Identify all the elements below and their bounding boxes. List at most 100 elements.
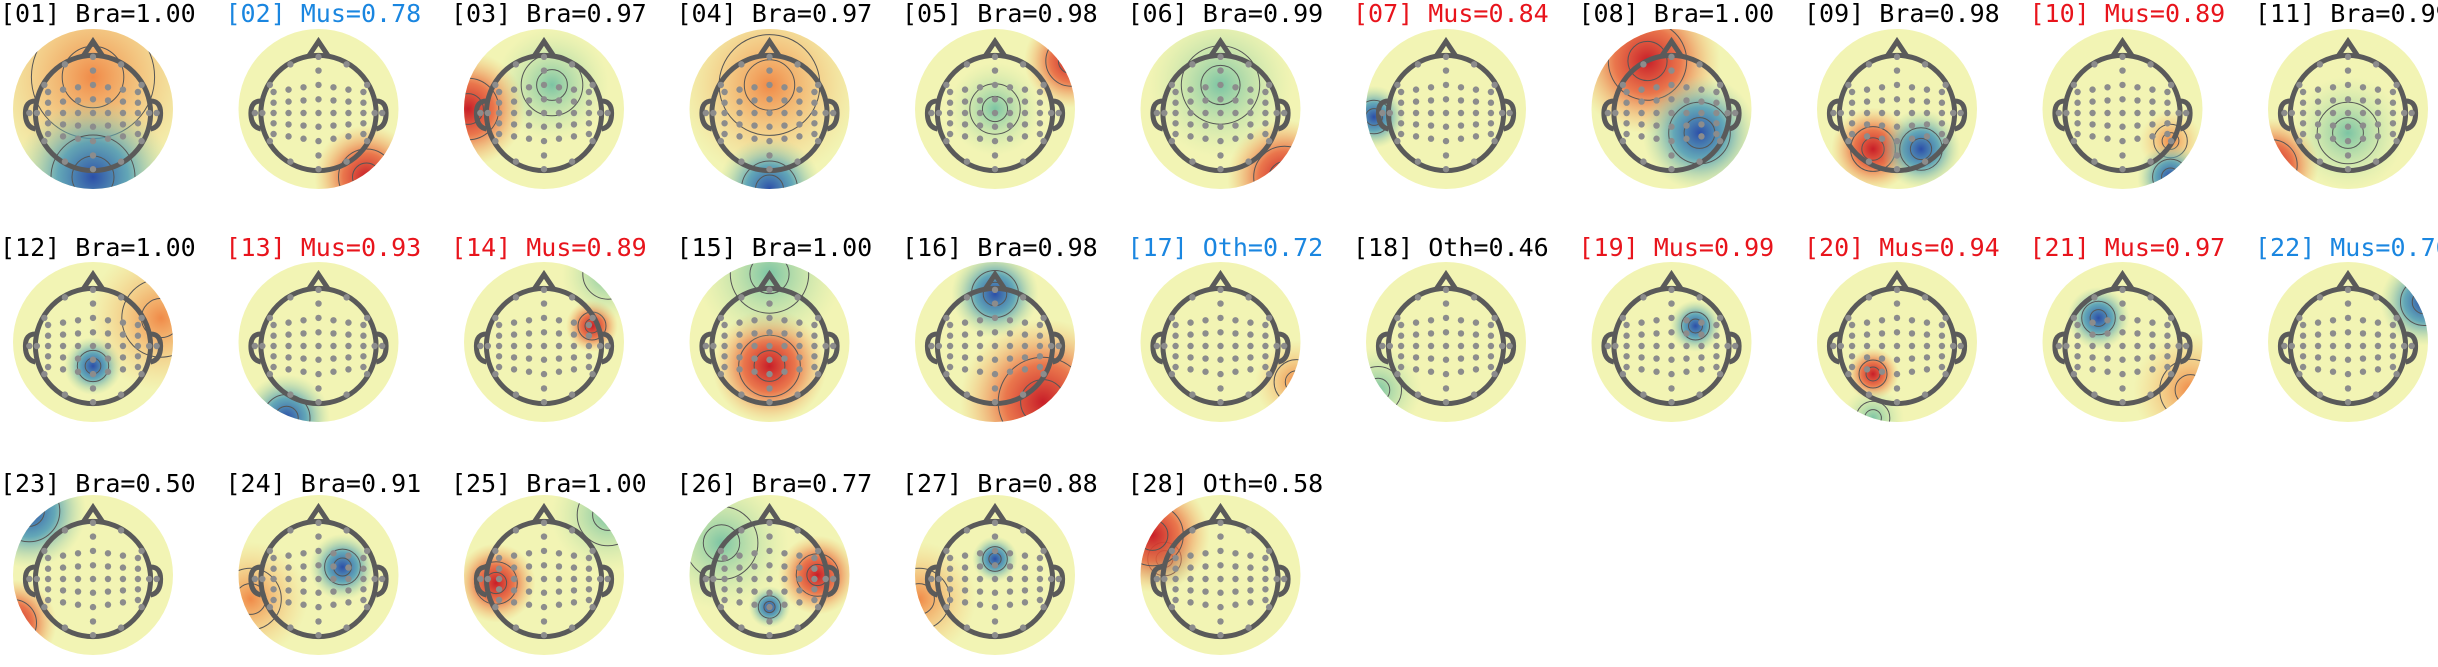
- ear-right: [1051, 564, 1066, 598]
- electrode: [2344, 123, 2352, 130]
- electrode: [570, 331, 578, 338]
- electrode: [1472, 109, 1480, 117]
- nose: [982, 269, 1008, 291]
- electrode: [1172, 332, 1179, 339]
- electrode: [371, 342, 378, 350]
- electrode: [525, 122, 533, 129]
- electrode: [59, 575, 67, 583]
- electrode: [1923, 109, 1931, 117]
- electrode: [2329, 368, 2337, 375]
- electrode: [2074, 353, 2081, 360]
- electrode: [2134, 84, 2141, 91]
- electrode: [1055, 109, 1062, 117]
- electrode: [360, 321, 367, 329]
- electrode: [300, 135, 307, 142]
- electrode: [1442, 370, 1450, 378]
- electrode: [89, 81, 97, 89]
- electrode: [2314, 354, 2322, 361]
- electrode: [1472, 98, 1480, 105]
- electrode: [766, 631, 773, 639]
- nose: [306, 502, 331, 524]
- electrode: [1217, 631, 1224, 639]
- electrode: [2344, 342, 2352, 350]
- electrode: [1036, 88, 1044, 96]
- electrode: [991, 123, 999, 130]
- electrode: [74, 84, 82, 91]
- electrode: [345, 331, 352, 338]
- electrode: [738, 527, 745, 534]
- electrode: [1247, 109, 1254, 117]
- electrode: [525, 330, 533, 337]
- electrode: [360, 120, 367, 127]
- electrode: [1245, 294, 1252, 301]
- contour: [576, 495, 624, 547]
- electrode: [1949, 342, 1957, 350]
- electrode: [2134, 342, 2141, 350]
- electrode: [41, 81, 48, 89]
- electrode: [811, 353, 818, 360]
- electrode: [794, 294, 801, 301]
- electrode: [976, 588, 984, 595]
- electrode: [589, 370, 596, 378]
- electrode: [345, 342, 352, 350]
- electrode: [300, 109, 307, 117]
- electrode: [1893, 137, 1901, 145]
- electrode: [2299, 99, 2307, 106]
- electrode: [2329, 84, 2337, 91]
- electrode: [1021, 575, 1029, 583]
- electrode: [26, 109, 33, 117]
- electrode: [702, 342, 710, 350]
- electrode: [589, 603, 596, 611]
- electrode: [766, 137, 773, 145]
- electrode: [1036, 565, 1044, 572]
- contour: [741, 160, 798, 189]
- component-label: [19] Mus=0.99: [1579, 233, 1775, 262]
- contour: [324, 548, 361, 586]
- electrode: [2074, 342, 2081, 350]
- electrode: [495, 99, 503, 106]
- electrode: [736, 366, 743, 373]
- electrode: [1414, 391, 1422, 398]
- electrode: [1217, 165, 1224, 173]
- electrode: [796, 133, 803, 140]
- electrode: [781, 135, 788, 142]
- electrode: [751, 550, 758, 557]
- electrode: [266, 547, 274, 555]
- ear-left: [2277, 331, 2292, 365]
- electrode: [796, 575, 803, 583]
- electrode: [1731, 109, 1739, 117]
- electrode: [1893, 165, 1901, 173]
- electrode: [270, 596, 277, 604]
- electrode: [721, 321, 728, 329]
- electrode: [738, 294, 745, 301]
- electrode: [1506, 109, 1513, 117]
- electrode: [1698, 133, 1705, 140]
- electrode: [2344, 165, 2352, 173]
- electrode: [1623, 363, 1630, 371]
- electrode: [811, 109, 818, 117]
- electrode: [119, 133, 127, 140]
- electrode: [61, 294, 69, 301]
- nose: [757, 502, 782, 524]
- electrode: [766, 286, 773, 294]
- electrode: [1623, 88, 1630, 96]
- electrode: [796, 366, 803, 373]
- electrode: [2329, 355, 2337, 362]
- electrode: [1938, 363, 1946, 371]
- electrode: [330, 97, 337, 104]
- electrode: [946, 99, 954, 106]
- electrode: [1265, 603, 1273, 611]
- electrode: [1442, 300, 1450, 307]
- electrode: [117, 391, 125, 398]
- contour: [592, 499, 624, 531]
- electrode: [2104, 355, 2111, 362]
- electrode: [585, 565, 593, 572]
- electrode: [766, 533, 773, 540]
- electrode: [285, 319, 292, 326]
- electrode: [1394, 370, 1401, 378]
- electrode: [1938, 120, 1946, 127]
- electrode: [796, 109, 803, 117]
- electrode: [44, 565, 52, 572]
- map-field: [1669, 300, 1722, 352]
- electrode: [1040, 547, 1047, 555]
